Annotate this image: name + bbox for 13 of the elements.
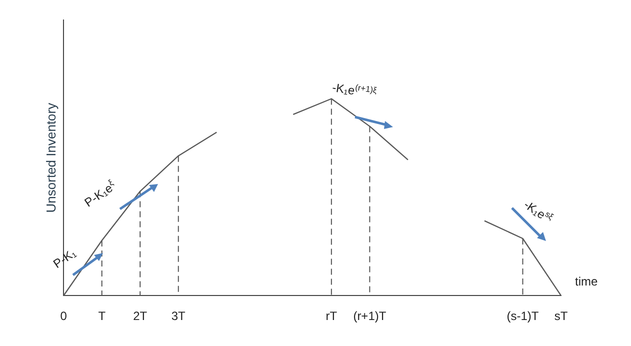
x-tick-label: (r+1)T bbox=[353, 309, 387, 324]
x-axis-title: time bbox=[575, 274, 598, 289]
x-tick-label: rT bbox=[326, 309, 338, 324]
x-tick-label: 3T bbox=[171, 309, 186, 324]
x-tick-label: T bbox=[98, 309, 106, 324]
text: -K₁e(r+1)ξ bbox=[331, 80, 378, 98]
annotation: P-K₁ bbox=[50, 246, 78, 271]
x-tick-label: 0 bbox=[60, 309, 68, 324]
y-axis-title: Unsorted Inventory bbox=[43, 102, 58, 213]
x-tick-label: (s-1)T bbox=[506, 309, 540, 324]
x-tick-label: 2T bbox=[133, 309, 148, 324]
annotation: -K₁esξ bbox=[521, 198, 556, 222]
x-tick-label: sT bbox=[554, 309, 568, 324]
